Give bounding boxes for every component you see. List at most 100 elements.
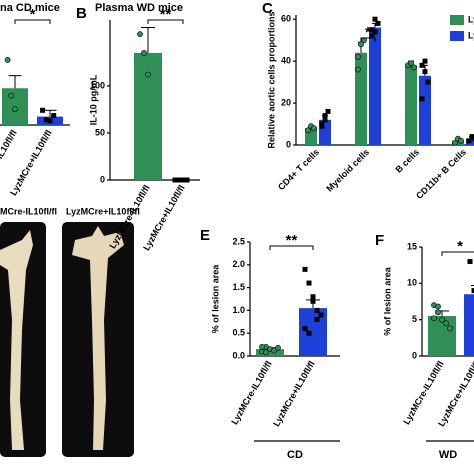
data-point bbox=[411, 64, 417, 71]
y-tick-label: 2.5 bbox=[232, 236, 245, 246]
panel-letter: F bbox=[375, 232, 384, 249]
data-point bbox=[447, 325, 453, 332]
data-point bbox=[435, 309, 441, 316]
data-point bbox=[419, 62, 425, 68]
y-axis-label: % of lesion area bbox=[210, 264, 220, 334]
y-tick-label: 0.0 bbox=[232, 350, 245, 360]
panel-letter: B bbox=[76, 5, 87, 22]
data-point bbox=[469, 134, 474, 140]
bar bbox=[428, 316, 456, 356]
data-point bbox=[325, 108, 331, 114]
y-tick-label: 40 bbox=[281, 56, 291, 66]
legend-label: Ly bbox=[468, 14, 474, 24]
y-tick-label: 1.0 bbox=[232, 305, 245, 315]
data-point bbox=[8, 92, 15, 99]
data-point bbox=[47, 118, 53, 124]
data-point bbox=[439, 316, 445, 323]
y-tick-label: 60 bbox=[281, 14, 291, 24]
image-label: LyzMCre+IL10fl/fl bbox=[66, 206, 140, 216]
data-point bbox=[172, 177, 178, 183]
data-point bbox=[40, 107, 46, 113]
data-point bbox=[314, 317, 320, 323]
x-tick-label: CD4+ T cells bbox=[276, 147, 321, 192]
aorta-images: MCre-IL10fl/fl LyzMCre+IL10fl/fl bbox=[0, 206, 140, 457]
significance-label: * bbox=[457, 238, 463, 255]
x-tick-label: LyzMCre-IL10fl/fl bbox=[229, 359, 274, 426]
significance-label: ** bbox=[160, 6, 172, 23]
data-point bbox=[443, 320, 449, 327]
legend-label: Ly bbox=[468, 30, 474, 40]
chart-title: na CD mice bbox=[0, 2, 60, 14]
data-point bbox=[4, 57, 11, 63]
data-point bbox=[355, 54, 361, 60]
data-point bbox=[318, 312, 324, 318]
y-tick-label: 0 bbox=[412, 350, 417, 360]
image-label: MCre-IL10fl/fl bbox=[0, 206, 57, 216]
y-tick-label: 20 bbox=[281, 97, 291, 107]
chart-title: Plasma WD mice bbox=[95, 2, 183, 14]
bar bbox=[405, 65, 417, 145]
data-point bbox=[180, 177, 186, 183]
significance-bracket bbox=[269, 245, 314, 250]
data-point bbox=[145, 71, 151, 78]
y-tick-label: 0.5 bbox=[232, 328, 245, 338]
data-point bbox=[184, 177, 190, 183]
bar bbox=[256, 349, 284, 356]
data-point bbox=[408, 60, 414, 67]
data-point bbox=[141, 50, 147, 56]
data-point bbox=[422, 58, 428, 64]
data-point bbox=[259, 343, 265, 350]
y-tick-label: 0 bbox=[100, 174, 105, 184]
significance-label: * bbox=[30, 6, 36, 23]
y-tick-label: 0 bbox=[286, 139, 291, 149]
x-tick-label: LyzMCre+IL10fl/fl bbox=[271, 359, 317, 428]
significance-label: ** bbox=[286, 232, 298, 249]
data-point bbox=[435, 303, 441, 310]
data-point bbox=[467, 259, 473, 265]
data-point bbox=[431, 315, 437, 322]
data-point bbox=[306, 330, 312, 336]
data-point bbox=[472, 136, 474, 142]
data-point bbox=[419, 96, 425, 102]
data-point bbox=[12, 106, 18, 113]
x-tick-label: B cells bbox=[393, 147, 421, 175]
significance-bracket bbox=[14, 19, 51, 24]
data-point bbox=[311, 125, 317, 132]
panel-letter: C bbox=[262, 0, 273, 17]
data-point bbox=[302, 266, 308, 272]
data-point bbox=[271, 347, 277, 354]
data-point bbox=[275, 344, 281, 351]
data-point bbox=[302, 326, 308, 332]
legend-swatch bbox=[450, 31, 464, 41]
y-tick-label: 50 bbox=[95, 127, 105, 137]
aorta-shape bbox=[72, 226, 124, 450]
x-tick-label: CD11b+ B Cells bbox=[414, 147, 468, 201]
data-point bbox=[176, 177, 182, 183]
bar bbox=[355, 52, 367, 145]
group-label: CD bbox=[287, 449, 303, 461]
data-point bbox=[458, 137, 464, 144]
data-point bbox=[355, 66, 361, 73]
data-point bbox=[372, 29, 378, 35]
y-tick-label: 1.5 bbox=[232, 282, 245, 292]
significance-label: * bbox=[365, 24, 371, 41]
data-point bbox=[471, 288, 474, 294]
data-point bbox=[452, 140, 458, 146]
data-point bbox=[305, 127, 311, 134]
data-point bbox=[425, 79, 431, 85]
y-axis-label: IL-10 pg/mL bbox=[88, 74, 98, 125]
panel-letter: E bbox=[200, 227, 210, 244]
data-point bbox=[369, 27, 375, 33]
data-point bbox=[319, 121, 325, 127]
data-point bbox=[375, 20, 381, 26]
legend-swatch bbox=[450, 15, 464, 25]
data-point bbox=[137, 31, 143, 38]
data-point bbox=[322, 113, 328, 119]
data-point bbox=[322, 117, 328, 123]
data-point bbox=[263, 349, 269, 356]
data-point bbox=[310, 298, 316, 304]
data-point bbox=[466, 138, 472, 144]
bar bbox=[369, 27, 381, 146]
